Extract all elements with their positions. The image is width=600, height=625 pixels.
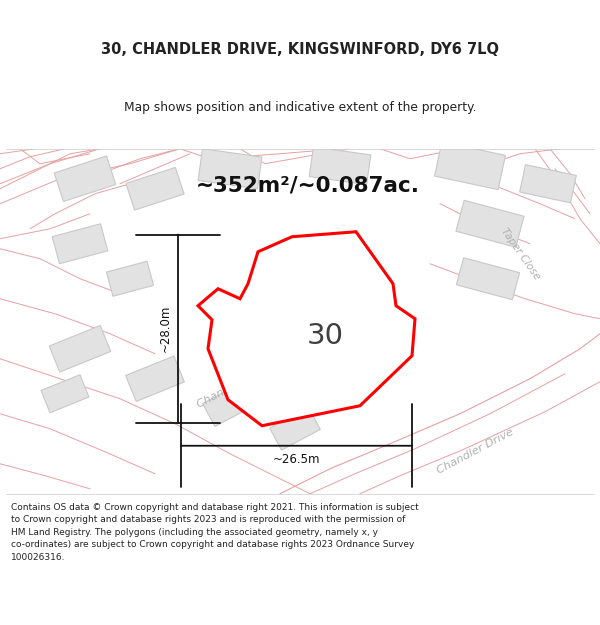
Polygon shape [520,164,577,203]
Polygon shape [54,156,116,201]
Text: Taper Close: Taper Close [499,226,541,281]
Polygon shape [198,149,262,189]
Text: ~28.0m: ~28.0m [158,305,172,352]
Polygon shape [41,375,89,413]
Polygon shape [126,168,184,210]
Text: Chandler Drive: Chandler Drive [435,428,515,476]
Polygon shape [434,142,505,189]
Polygon shape [203,381,257,426]
Polygon shape [125,356,184,401]
Text: ~352m²/~0.087ac.: ~352m²/~0.087ac. [196,176,420,196]
Text: 30: 30 [307,322,343,350]
Text: Map shows position and indicative extent of the property.: Map shows position and indicative extent… [124,101,476,114]
Polygon shape [309,147,371,184]
Text: Contains OS data © Crown copyright and database right 2021. This information is : Contains OS data © Crown copyright and d… [11,503,419,562]
Text: Chandler Drive: Chandler Drive [195,361,275,410]
Polygon shape [106,261,154,296]
Text: 30, CHANDLER DRIVE, KINGSWINFORD, DY6 7LQ: 30, CHANDLER DRIVE, KINGSWINFORD, DY6 7L… [101,42,499,57]
Polygon shape [270,408,320,450]
Polygon shape [52,224,108,264]
Text: ~26.5m: ~26.5m [273,453,320,466]
Polygon shape [198,232,415,426]
Polygon shape [457,258,520,300]
Polygon shape [49,326,111,372]
Polygon shape [456,200,524,248]
